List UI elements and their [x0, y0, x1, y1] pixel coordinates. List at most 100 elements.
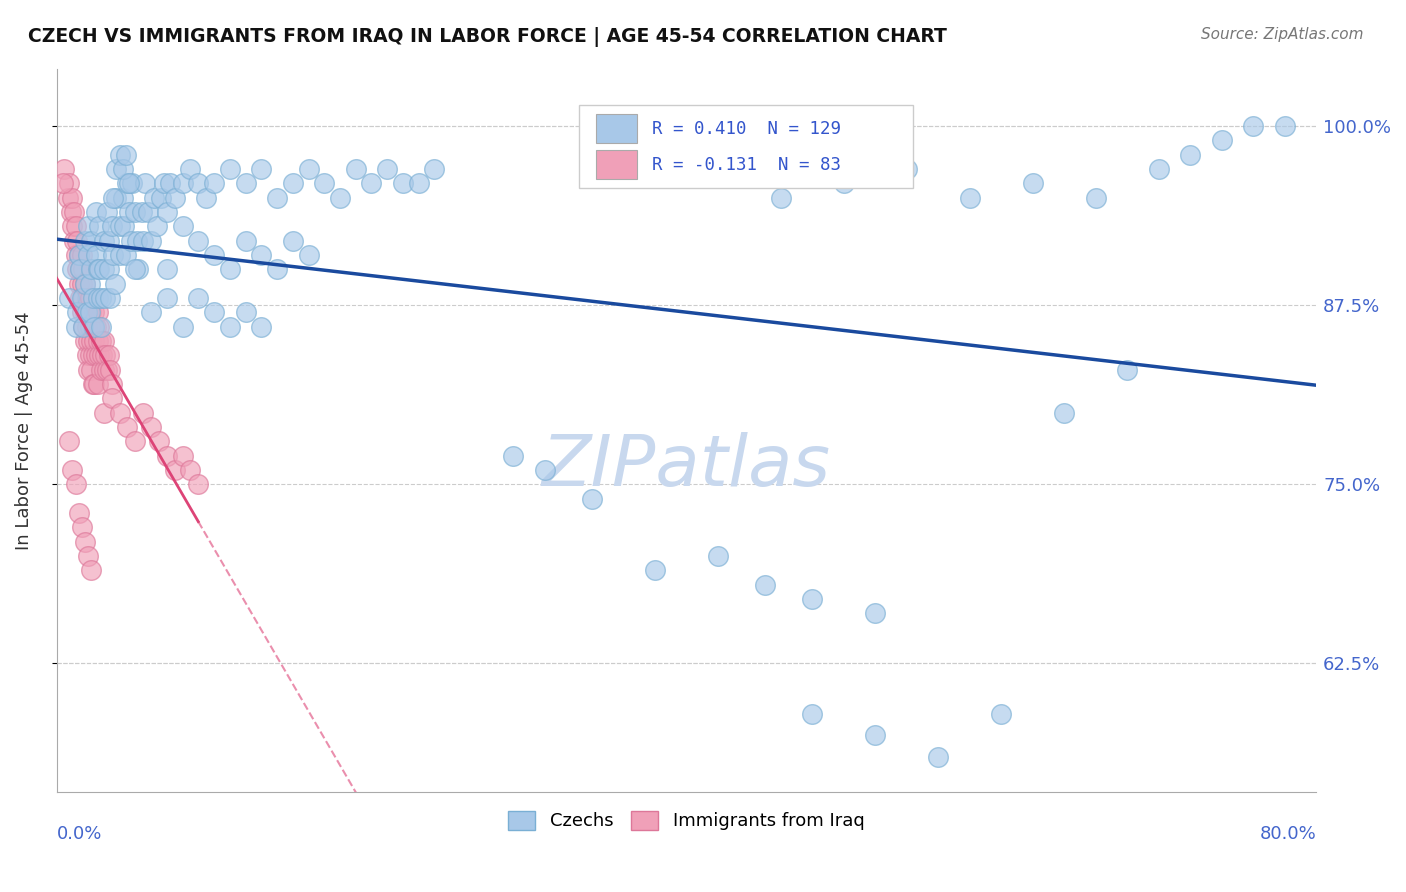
Point: [103, 190, 125, 204]
Point: [70, 520, 93, 534]
Point: [117, 176, 139, 190]
Point: [143, 190, 166, 204]
Text: R = 0.410  N = 129: R = 0.410 N = 129: [652, 120, 841, 137]
Point: [53, 161, 76, 176]
Point: [136, 205, 159, 219]
Point: [93, 234, 115, 248]
Point: [90, 362, 112, 376]
Point: [77, 549, 100, 563]
Point: [959, 190, 981, 204]
Point: [159, 176, 181, 190]
Point: [96, 362, 118, 376]
Point: [79, 305, 101, 319]
Point: [329, 190, 352, 204]
Point: [801, 591, 824, 606]
Point: [77, 362, 100, 376]
Point: [79, 319, 101, 334]
Point: [58, 434, 80, 449]
Point: [84, 348, 107, 362]
Point: [104, 277, 127, 291]
Point: [115, 248, 138, 262]
Point: [84, 205, 107, 219]
Point: [97, 262, 120, 277]
Point: [139, 420, 162, 434]
Point: [83, 376, 105, 391]
Point: [80, 262, 103, 277]
Point: [72, 291, 94, 305]
Point: [87, 319, 110, 334]
Point: [392, 176, 415, 190]
Point: [73, 277, 96, 291]
Point: [65, 248, 87, 262]
Point: [132, 234, 155, 248]
Point: [172, 449, 194, 463]
Point: [63, 234, 86, 248]
Point: [98, 362, 121, 376]
Point: [70, 248, 93, 262]
Point: [80, 234, 103, 248]
Point: [69, 262, 91, 277]
Point: [100, 219, 122, 234]
Point: [80, 305, 103, 319]
Point: [80, 563, 103, 577]
Point: [896, 161, 918, 176]
Point: [195, 190, 218, 204]
Point: [754, 577, 776, 591]
Point: [86, 334, 108, 348]
Point: [93, 362, 115, 376]
Text: Source: ZipAtlas.com: Source: ZipAtlas.com: [1201, 27, 1364, 42]
Point: [281, 234, 304, 248]
Point: [58, 291, 80, 305]
Text: CZECH VS IMMIGRANTS FROM IRAQ IN LABOR FORCE | AGE 45-54 CORRELATION CHART: CZECH VS IMMIGRANTS FROM IRAQ IN LABOR F…: [28, 27, 948, 46]
Point: [86, 305, 108, 319]
Point: [73, 534, 96, 549]
Point: [235, 234, 257, 248]
Text: 0.0%: 0.0%: [56, 825, 103, 843]
Point: [801, 706, 824, 721]
Point: [63, 205, 86, 219]
Point: [218, 319, 240, 334]
Point: [60, 190, 83, 204]
Point: [581, 491, 603, 506]
Point: [146, 219, 169, 234]
Point: [1211, 133, 1233, 147]
Point: [72, 262, 94, 277]
Point: [202, 248, 225, 262]
Point: [202, 305, 225, 319]
Point: [163, 190, 186, 204]
Point: [96, 205, 118, 219]
Point: [1241, 119, 1264, 133]
Point: [73, 334, 96, 348]
Point: [124, 434, 146, 449]
Point: [56, 190, 79, 204]
Point: [72, 319, 94, 334]
Point: [1053, 405, 1076, 419]
Point: [90, 334, 112, 348]
Point: [98, 291, 121, 305]
Point: [1147, 161, 1170, 176]
FancyBboxPatch shape: [579, 104, 912, 188]
Point: [990, 706, 1012, 721]
Point: [76, 291, 98, 305]
Point: [235, 176, 257, 190]
Text: R = -0.131  N = 83: R = -0.131 N = 83: [652, 156, 841, 174]
Point: [344, 161, 367, 176]
Point: [266, 262, 288, 277]
Point: [93, 405, 115, 419]
Point: [60, 262, 83, 277]
Point: [82, 348, 104, 362]
Point: [1178, 147, 1201, 161]
Point: [86, 376, 108, 391]
Point: [90, 291, 112, 305]
Point: [115, 147, 138, 161]
Point: [97, 348, 120, 362]
Point: [79, 291, 101, 305]
Point: [83, 305, 105, 319]
Point: [76, 319, 98, 334]
Point: [112, 219, 135, 234]
Point: [1116, 362, 1139, 376]
Point: [76, 348, 98, 362]
Point: [865, 606, 887, 620]
Point: [111, 190, 134, 204]
Point: [533, 463, 555, 477]
